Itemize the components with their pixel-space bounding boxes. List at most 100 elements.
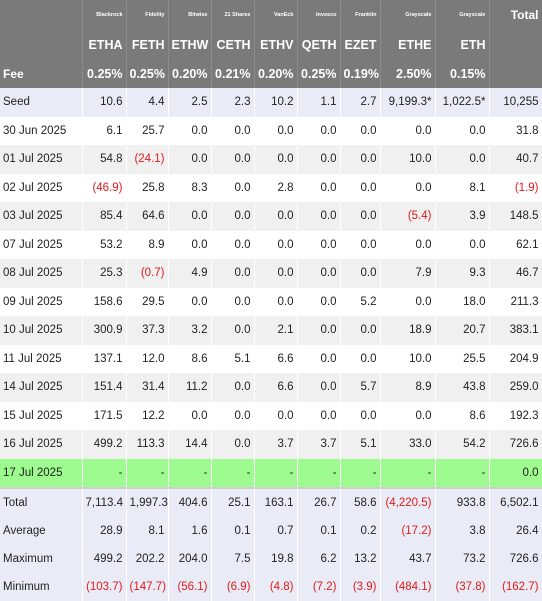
total-cell: 211.3 <box>489 287 542 316</box>
data-cell: 10.0 <box>380 145 436 174</box>
table-row: Minimum (103.7) (147.7) (56.1) (6.9) (4.8) (7.… <box>0 573 542 601</box>
data-cell: (24.1) <box>126 145 169 174</box>
table-row: 14 Jul 2025 151.4 31.4 11.2 0.0 6.6 0.0 5.7 8.9 4… <box>0 373 542 402</box>
data-cell: 0.0 <box>211 401 255 430</box>
ticker-header: ETH <box>435 30 490 60</box>
total-cell: 62.1 <box>489 230 542 259</box>
data-cell: 0.0 <box>297 116 341 145</box>
data-cell: 18.9 <box>380 316 436 345</box>
data-cell: 0.0 <box>435 230 490 259</box>
table-row: 02 Jul 2025 (46.9) 25.8 8.3 0.0 2.8 0.0 0.0 0.0 8… <box>0 173 542 202</box>
data-cell: 0.0 <box>254 145 298 174</box>
data-cell: 204.0 <box>168 545 212 573</box>
data-cell: 0.0 <box>211 173 255 202</box>
table-row: Average 28.9 8.1 1.6 0.1 0.7 0.1 0.2 (17.2) 3.8 26… <box>0 517 542 545</box>
data-cell: (6.9) <box>211 573 255 601</box>
total-cell: 10,255 <box>489 88 542 117</box>
data-cell: 0.0 <box>254 116 298 145</box>
table-row: 03 Jul 2025 85.4 64.6 0.0 0.0 0.0 0.0 0.0 (5.4) 3… <box>0 202 542 231</box>
data-cell: 0.0 <box>340 173 381 202</box>
data-cell: - <box>435 458 490 487</box>
table-row: Maximum 499.2 202.2 204.0 7.5 19.8 6.2 13.2 43.7… <box>0 545 542 573</box>
data-cell: (3.9) <box>340 573 381 601</box>
data-cell: 0.0 <box>340 344 381 373</box>
corner-cell <box>0 0 83 30</box>
row-label: 03 Jul 2025 <box>0 202 83 231</box>
total-ticker-cell <box>489 30 542 60</box>
data-cell: 64.6 <box>126 202 169 231</box>
data-cell: 0.0 <box>340 230 381 259</box>
data-cell: 3.8 <box>435 517 490 545</box>
data-cell: (37.8) <box>435 573 490 601</box>
ticker-header: EZET <box>340 30 381 60</box>
data-cell: 0.0 <box>254 259 298 288</box>
fee-cell: 0.15% <box>435 60 490 88</box>
data-cell: (103.7) <box>82 573 127 601</box>
data-cell: 0.0 <box>380 230 436 259</box>
data-cell: 0.0 <box>168 401 212 430</box>
data-cell: 5.1 <box>340 430 381 459</box>
data-cell: 1.1 <box>297 88 341 117</box>
data-cell: 3.7 <box>297 430 341 459</box>
data-cell: 0.0 <box>297 259 341 288</box>
data-cell: 9,199.3* <box>380 88 436 117</box>
data-cell: 163.1 <box>254 489 298 517</box>
fee-cell: 0.20% <box>168 60 212 88</box>
data-cell: 0.0 <box>254 230 298 259</box>
data-cell: 0.0 <box>297 373 341 402</box>
data-cell: 85.4 <box>82 202 127 231</box>
data-cell: 3.9 <box>435 202 490 231</box>
data-cell: 1.6 <box>168 517 212 545</box>
fee-cell: 0.25% <box>297 60 341 88</box>
data-cell: 9.3 <box>435 259 490 288</box>
ticker-header: CETH <box>211 30 255 60</box>
data-cell: 29.5 <box>126 287 169 316</box>
data-cell: 10.0 <box>380 344 436 373</box>
data-cell: (484.1) <box>380 573 436 601</box>
data-cell: - <box>168 458 212 487</box>
total-cell: 0.0 <box>489 458 542 487</box>
row-label: 17 Jul 2025 <box>0 458 83 487</box>
data-cell: 5.2 <box>340 287 381 316</box>
row-label: 30 Jun 2025 <box>0 116 83 145</box>
issuer-header: Blackrock <box>82 0 127 30</box>
data-cell: 202.2 <box>126 545 169 573</box>
data-cell: 0.0 <box>211 202 255 231</box>
data-cell: 0.0 <box>340 145 381 174</box>
data-cell: 25.1 <box>211 489 255 517</box>
table-row: 15 Jul 2025 171.5 12.2 0.0 0.0 0.0 0.0 0.0 0.0 8.… <box>0 401 542 430</box>
data-cell: 6.2 <box>297 545 341 573</box>
row-label: 10 Jul 2025 <box>0 316 83 345</box>
data-cell: 1,997.3 <box>126 489 169 517</box>
data-cell: 933.8 <box>435 489 490 517</box>
data-cell: 53.2 <box>82 230 127 259</box>
data-cell: 0.0 <box>340 259 381 288</box>
fee-header-row: Fee 0.25% 0.25% 0.20% 0.21% 0.20% 0.25% 0.19% 2.… <box>0 60 542 88</box>
data-cell: 25.8 <box>126 173 169 202</box>
data-cell: 0.0 <box>168 230 212 259</box>
total-header: Total <box>489 0 542 30</box>
data-cell: 8.9 <box>380 373 436 402</box>
data-cell: 13.2 <box>340 545 381 573</box>
issuer-header: Fidelity <box>126 0 169 30</box>
data-cell: 0.0 <box>435 116 490 145</box>
row-label: 07 Jul 2025 <box>0 230 83 259</box>
fee-label: Fee <box>0 60 83 88</box>
data-cell: 300.9 <box>82 316 127 345</box>
data-cell: 0.0 <box>380 116 436 145</box>
data-cell: 58.6 <box>340 489 381 517</box>
data-cell: 0.0 <box>168 116 212 145</box>
data-cell: - <box>126 458 169 487</box>
data-cell: (5.4) <box>380 202 436 231</box>
data-cell: 19.8 <box>254 545 298 573</box>
ticker-header: ETHE <box>380 30 436 60</box>
fee-cell: 0.25% <box>82 60 127 88</box>
ticker-header: ETHV <box>254 30 298 60</box>
corner-cell <box>0 30 83 60</box>
data-cell: 3.7 <box>254 430 298 459</box>
total-cell: 46.7 <box>489 259 542 288</box>
data-cell: 0.0 <box>340 316 381 345</box>
data-cell: 0.0 <box>297 287 341 316</box>
data-cell: 11.2 <box>168 373 212 402</box>
